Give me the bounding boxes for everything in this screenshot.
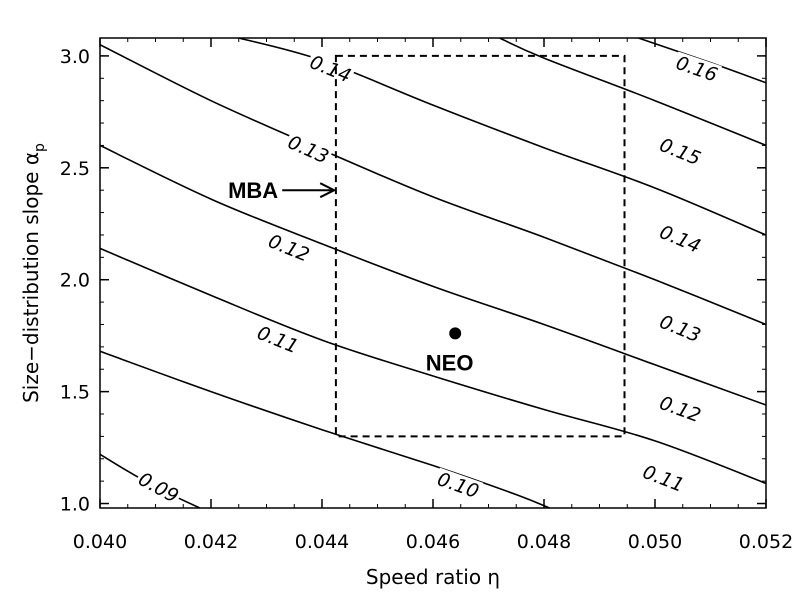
contour-inline-label-0.11-bg — [252, 321, 304, 359]
contour-label-0.10: 0.10 — [434, 468, 481, 503]
contour-label-0.15-bg — [654, 133, 706, 171]
y-axis-title-main: Size−distribution slope α — [19, 152, 43, 403]
contour-label-0.13: 0.13 — [656, 311, 703, 347]
parameter-region-box — [334, 54, 626, 438]
contour-label-0.16: 0.16 — [673, 52, 720, 86]
contour-label-0.13-bg — [654, 310, 706, 348]
contour-inline-label-0.12: 0.12 — [265, 230, 312, 266]
contour-label-0.16-bg — [671, 51, 722, 88]
x-tick-label: 0.044 — [295, 531, 349, 553]
y-axis-title-subscript: p — [32, 143, 48, 152]
contour-line-0.15 — [499, 38, 766, 147]
contour-inline-label-0.14: 0.14 — [307, 51, 354, 87]
contour-labels: 0.09 0.10 0.110.120.130.140.150.160.140.13… — [134, 51, 720, 507]
x-axis: 0.040 0.042 0.044 0.046 0.048 0.050 0.052 — [73, 38, 793, 553]
x-axis-title: Speed ratio η — [366, 565, 500, 589]
y-tick-label: 3.0 — [60, 46, 90, 68]
contour-inline-label-0.13: 0.13 — [284, 131, 332, 168]
x-tick-label: 0.040 — [73, 531, 127, 553]
contour-label-0.14: 0.14 — [656, 221, 704, 258]
contour-label-0.11-bg — [637, 460, 689, 498]
contour-inline-label-0.13-bg — [282, 130, 334, 170]
contour-inline-label-0.12-bg — [263, 229, 315, 268]
contour-line-0.11 — [100, 247, 766, 485]
contour-line-0.10 — [100, 350, 550, 508]
y-axis-title: Size−distribution slope αp — [19, 143, 48, 403]
data-point-neo — [449, 327, 462, 340]
contour-inline-label-0.11: 0.11 — [254, 322, 301, 358]
contour-label-0.09-bg — [132, 467, 184, 509]
contour-label-0.12-bg — [654, 391, 706, 428]
x-tick-label: 0.050 — [628, 531, 682, 553]
annotations: MBA NEO — [228, 178, 473, 375]
contour-label-0.12: 0.12 — [656, 392, 703, 427]
x-tick-label: 0.052 — [739, 531, 793, 553]
contour-label-0.10-bg — [432, 467, 484, 504]
x-tick-label: 0.048 — [517, 531, 571, 553]
y-tick-label: 2.0 — [60, 270, 90, 292]
annotation-mba: MBA — [228, 178, 278, 203]
y-tick-label: 1.5 — [60, 382, 90, 404]
contour-label-0.15: 0.15 — [656, 134, 703, 170]
contour-label-0.11: 0.11 — [640, 461, 687, 497]
y-tick-label: 1.0 — [60, 494, 90, 516]
contour-label-backgrounds — [132, 50, 722, 509]
annotation-neo: NEO — [426, 351, 474, 376]
contour-line-0.12 — [100, 144, 766, 406]
annotation-arrowhead — [319, 182, 337, 199]
contour-inline-label-0.14-bg — [304, 50, 356, 89]
y-axis: 1.0 1.5 2.0 2.5 3.0 — [60, 46, 766, 516]
contour-label-0.14-bg — [654, 220, 706, 259]
x-tick-label: 0.046 — [406, 531, 460, 553]
contour-line-0.13 — [100, 43, 766, 326]
contour-lines — [100, 38, 766, 508]
y-tick-label: 2.5 — [60, 158, 90, 180]
plot-frame — [99, 37, 767, 509]
x-tick-label: 0.042 — [184, 531, 238, 553]
